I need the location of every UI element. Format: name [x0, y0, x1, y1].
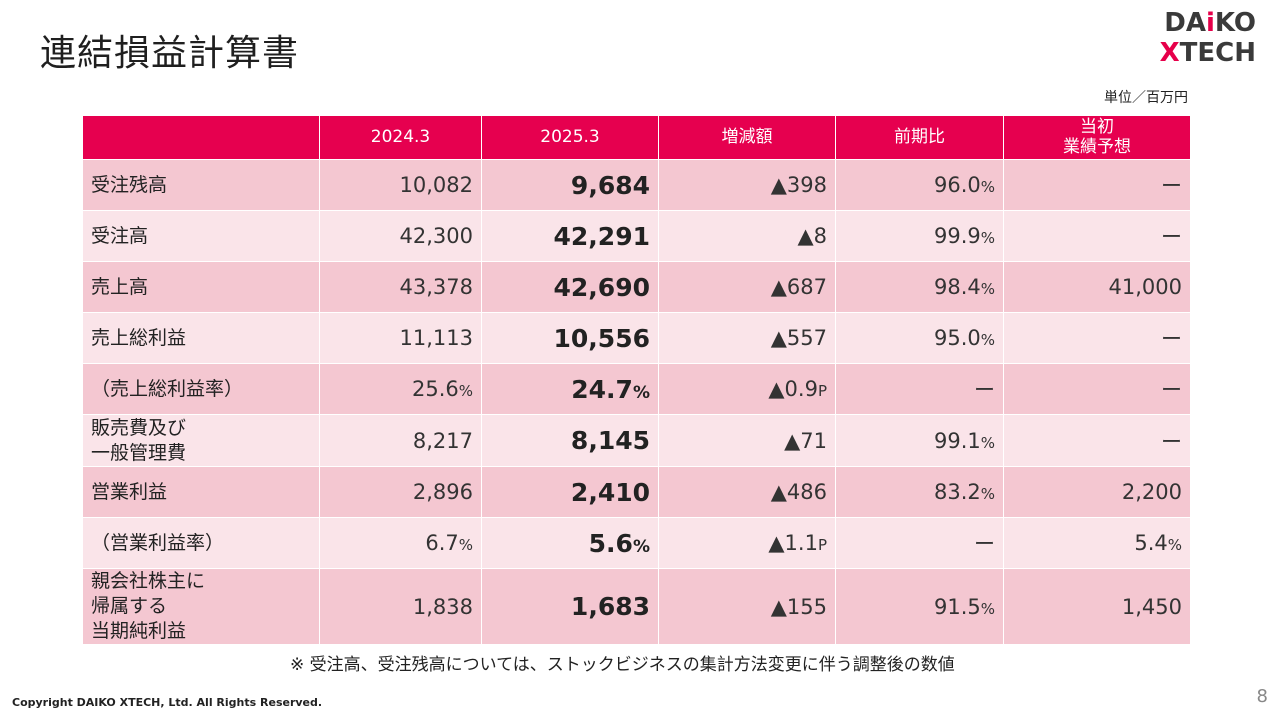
cell-forecast: 1,450 — [1003, 568, 1191, 645]
cell-ratio: ー — [835, 517, 1004, 569]
row-label: 売上総利益 — [82, 312, 320, 364]
cell-diff: ▲71 — [658, 414, 836, 467]
cell-diff: ▲557 — [658, 312, 836, 364]
row-label: 受注高 — [82, 210, 320, 262]
cell-forecast: 5.4% — [1003, 517, 1191, 569]
footnote: ※ 受注高、受注残高については、ストックビジネスの集計方法変更に伴う調整後の数値 — [290, 655, 955, 675]
cell-2024: 1,838 — [319, 568, 482, 645]
row-label: 親会社株主に 帰属する 当期純利益 — [82, 568, 320, 645]
header-2024: 2024.3 — [319, 115, 482, 160]
cell-2024: 6.7% — [319, 517, 482, 569]
cell-2025: 2,410 — [481, 466, 659, 518]
cell-diff: ▲687 — [658, 261, 836, 313]
cell-2025: 5.6% — [481, 517, 659, 569]
cell-2024: 10,082 — [319, 159, 482, 211]
cell-diff: ▲155 — [658, 568, 836, 645]
cell-diff: ▲486 — [658, 466, 836, 518]
header-diff: 増減額 — [658, 115, 836, 160]
cell-forecast: ー — [1003, 414, 1191, 467]
cell-2024: 42,300 — [319, 210, 482, 262]
cell-2025: 10,556 — [481, 312, 659, 364]
cell-forecast: ー — [1003, 159, 1191, 211]
cell-2025: 8,145 — [481, 414, 659, 467]
cell-ratio: 99.9% — [835, 210, 1004, 262]
logo-line-2: XTECH — [1159, 38, 1256, 68]
company-logo: DAiKO XTECH — [1156, 8, 1260, 68]
copyright: Copyright DAIKO XTECH, Ltd. All Rights R… — [12, 696, 323, 709]
logo-line-1: DAiKO — [1164, 8, 1256, 38]
row-label: 営業利益 — [82, 466, 320, 518]
cell-ratio: 95.0% — [835, 312, 1004, 364]
cell-2024: 11,113 — [319, 312, 482, 364]
cell-ratio: 98.4% — [835, 261, 1004, 313]
cell-forecast: 2,200 — [1003, 466, 1191, 518]
table-row: 売上総利益 11,113 10,556 ▲557 95.0% ー — [82, 312, 1191, 364]
cell-2025: 24.7% — [481, 363, 659, 415]
cell-2024: 2,896 — [319, 466, 482, 518]
cell-ratio: 91.5% — [835, 568, 1004, 645]
cell-forecast: ー — [1003, 210, 1191, 262]
row-label: 販売費及び 一般管理費 — [82, 414, 320, 467]
cell-2024: 43,378 — [319, 261, 482, 313]
cell-2025: 1,683 — [481, 568, 659, 645]
cell-ratio: 99.1% — [835, 414, 1004, 467]
cell-diff: ▲8 — [658, 210, 836, 262]
cell-2025: 42,690 — [481, 261, 659, 313]
cell-diff: ▲1.1P — [658, 517, 836, 569]
cell-forecast: ー — [1003, 312, 1191, 364]
cell-forecast: ー — [1003, 363, 1191, 415]
cell-ratio: 83.2% — [835, 466, 1004, 518]
row-label: （営業利益率） — [82, 517, 320, 569]
row-label: （売上総利益率） — [82, 363, 320, 415]
table-row: 受注残高 10,082 9,684 ▲398 96.0% ー — [82, 159, 1191, 211]
table-row: （営業利益率） 6.7% 5.6% ▲1.1P ー 5.4% — [82, 517, 1191, 569]
income-statement-table: 2024.3 2025.3 増減額 前期比 当初 業績予想 受注残高 10,082… — [82, 115, 1191, 645]
cell-forecast: 41,000 — [1003, 261, 1191, 313]
unit-label: 単位／百万円 — [1104, 90, 1188, 106]
table-row: （売上総利益率） 25.6% 24.7% ▲0.9P ー ー — [82, 363, 1191, 415]
cell-2024: 25.6% — [319, 363, 482, 415]
cell-2024: 8,217 — [319, 414, 482, 467]
header-blank — [82, 115, 320, 160]
table-row: 販売費及び 一般管理費 8,217 8,145 ▲71 99.1% ー — [82, 414, 1191, 467]
table-row: 売上高 43,378 42,690 ▲687 98.4% 41,000 — [82, 261, 1191, 313]
page-title: 連結損益計算書 — [40, 33, 300, 74]
header-forecast: 当初 業績予想 — [1003, 115, 1191, 160]
row-label: 受注残高 — [82, 159, 320, 211]
cell-ratio: 96.0% — [835, 159, 1004, 211]
cell-diff: ▲0.9P — [658, 363, 836, 415]
table-header-row: 2024.3 2025.3 増減額 前期比 当初 業績予想 — [82, 115, 1191, 160]
cell-diff: ▲398 — [658, 159, 836, 211]
table-row: 営業利益 2,896 2,410 ▲486 83.2% 2,200 — [82, 466, 1191, 518]
cell-2025: 42,291 — [481, 210, 659, 262]
cell-2025: 9,684 — [481, 159, 659, 211]
header-ratio: 前期比 — [835, 115, 1004, 160]
page-number: 8 — [1256, 686, 1268, 707]
row-label: 売上高 — [82, 261, 320, 313]
cell-ratio: ー — [835, 363, 1004, 415]
table-row: 受注高 42,300 42,291 ▲8 99.9% ー — [82, 210, 1191, 262]
table-row: 親会社株主に 帰属する 当期純利益 1,838 1,683 ▲155 91.5% 1… — [82, 568, 1191, 645]
header-2025: 2025.3 — [481, 115, 659, 160]
